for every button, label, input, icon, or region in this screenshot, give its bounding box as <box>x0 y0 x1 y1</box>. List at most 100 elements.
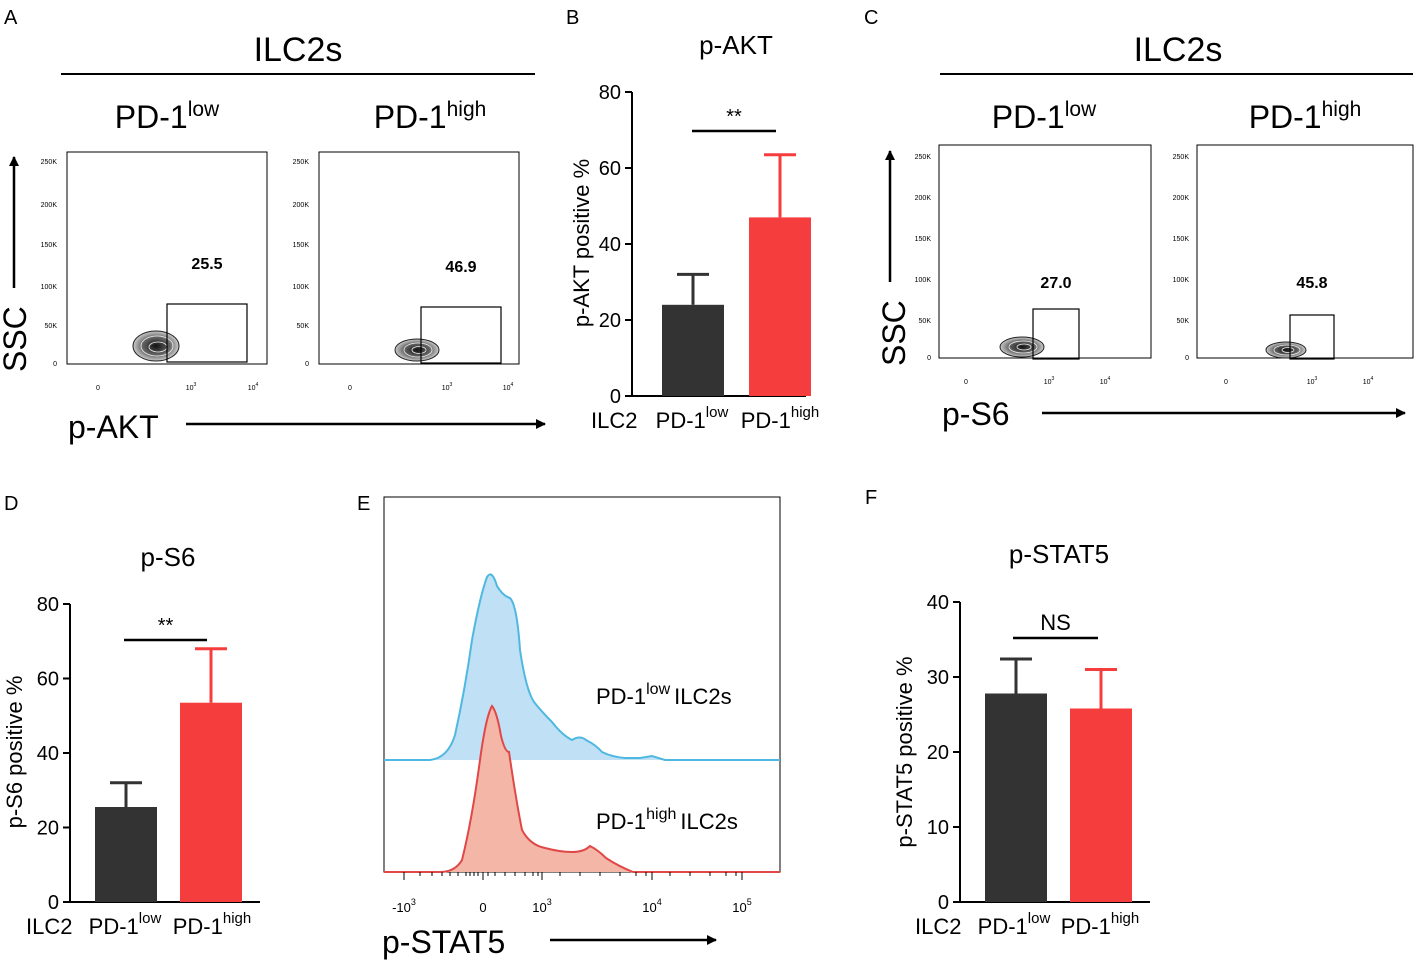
y-tick-label: 40 <box>37 743 59 765</box>
ytick: 50K <box>919 318 932 325</box>
ytick: 100K <box>293 284 310 291</box>
ytick: 150K <box>1173 236 1190 243</box>
y-tick-label: 40 <box>599 234 621 256</box>
significance-label: ** <box>726 106 742 128</box>
panel-letter-b: B <box>566 7 579 29</box>
ytick: 100K <box>41 284 58 291</box>
xtick: 0 <box>479 900 486 915</box>
ytick: 100K <box>915 277 932 284</box>
ytick: 100K <box>1173 277 1190 284</box>
bar <box>180 702 242 902</box>
y-tick-label: 0 <box>48 892 59 914</box>
ytick: 200K <box>293 202 310 209</box>
panel-c-group-title: ILC2s <box>1134 31 1223 69</box>
panel-a-yaxis-label: SSC <box>0 306 33 372</box>
panel-a-plot-low-contour <box>132 330 180 362</box>
ytick: 0 <box>53 361 57 368</box>
panel-c-plot-low-gate-value: 27.0 <box>1040 275 1071 292</box>
panel-a-plot-high-frame <box>318 151 520 365</box>
panel-d-category-high: PD-1high <box>173 910 251 939</box>
panel-f-group-label: ILC2 <box>915 914 961 939</box>
ytick: 250K <box>41 159 58 166</box>
panel-e-xticks: -103 0 103 104 105 <box>392 897 752 915</box>
panel-c-label-high: PD-1high <box>1249 98 1362 135</box>
ytick: 250K <box>1173 154 1190 161</box>
panel-a-xaxis-label: p-AKT <box>68 409 159 445</box>
panel-f-ylabel: p-STAT5 positive % <box>892 656 917 847</box>
panel-f-category-low: PD-1low <box>978 910 1051 939</box>
panel-a-plot-low-xticks: 0 103 104 <box>96 382 258 392</box>
panel-c-plot-low-yticks: 250K 200K 150K 100K 50K 0 <box>915 154 932 362</box>
panel-d-category-low: PD-1low <box>89 910 162 939</box>
ytick: 200K <box>1173 195 1190 202</box>
ytick: 50K <box>1177 318 1190 325</box>
ytick: 0 <box>927 355 931 362</box>
panel-d-bars: 0 20 40 60 80 ** <box>37 594 260 914</box>
panel-e: E PD-1low ILC2s PD-1high ILC2s -103 0 103 … <box>357 493 781 960</box>
panel-f-category-high: PD-1high <box>1061 910 1139 939</box>
panel-a: A ILC2s PD-1low PD-1high 250K 200K 150K … <box>0 7 546 445</box>
panel-letter-f: F <box>865 487 877 509</box>
y-tick-label: 80 <box>37 594 59 616</box>
panel-d-title: p-S6 <box>141 542 196 572</box>
bar <box>95 807 157 902</box>
panel-a-plot-high-gate <box>420 306 502 364</box>
panel-a-label-high: PD-1high <box>374 98 487 135</box>
bar <box>1070 708 1132 902</box>
panel-b-bars: 0 20 40 60 80 ** <box>599 82 811 408</box>
panel-c-xaxis-label: p-S6 <box>942 396 1010 432</box>
xtick: 104 <box>642 897 661 915</box>
panel-a-plot-low-frame <box>66 151 268 365</box>
y-tick-label: 20 <box>37 818 59 840</box>
panel-b: B p-AKT p-AKT positive % 0 20 40 60 80 ** ILC… <box>566 7 819 433</box>
panel-a-plot-high-gate-value: 46.9 <box>445 259 476 276</box>
panel-c-plot-high-gate <box>1289 314 1335 360</box>
xtick: 0 <box>348 385 352 392</box>
bar <box>985 693 1047 902</box>
ytick: 200K <box>915 195 932 202</box>
panel-letter-e: E <box>357 493 370 515</box>
panel-b-group-label: ILC2 <box>591 408 637 433</box>
panel-b-category-low: PD-1low <box>656 404 729 433</box>
panel-a-plot-low-yticks: 250K 200K 150K 100K 50K 0 <box>41 159 58 368</box>
ytick: 150K <box>915 236 932 243</box>
panel-f: F p-STAT5 p-STAT5 positive % 0 10 20 30 40 NS… <box>865 487 1150 939</box>
bar <box>662 304 724 396</box>
xtick: 103 <box>186 382 197 392</box>
xtick: 104 <box>1100 376 1111 386</box>
y-tick-label: 0 <box>610 386 621 408</box>
xtick: 104 <box>248 382 259 392</box>
panel-a-plot-high-xticks: 0 103 104 <box>348 382 513 392</box>
panel-e-xaxis-label: p-STAT5 <box>382 924 505 960</box>
panel-b-title: p-AKT <box>699 30 773 60</box>
panel-f-title: p-STAT5 <box>1009 539 1109 569</box>
significance-label: NS <box>1040 610 1071 635</box>
y-tick-label: 40 <box>927 592 949 614</box>
pd1-high-histogram <box>384 704 780 873</box>
ytick: 50K <box>297 323 310 330</box>
panel-c-plot-high-yticks: 250K 200K 150K 100K 50K 0 <box>1173 154 1190 362</box>
y-tick-label: 10 <box>927 817 949 839</box>
y-tick-label: 20 <box>599 310 621 332</box>
y-tick-label: 0 <box>938 892 949 914</box>
xtick: -103 <box>392 897 416 915</box>
panel-b-category-high: PD-1high <box>741 404 819 433</box>
ytick: 50K <box>45 323 58 330</box>
xtick: 0 <box>964 379 968 386</box>
ytick: 0 <box>305 361 309 368</box>
panel-letter-a: A <box>4 7 18 29</box>
ytick: 150K <box>293 242 310 249</box>
panel-c-plot-high-gate-value: 45.8 <box>1296 275 1327 292</box>
panel-e-xaxis-ticks <box>403 872 743 880</box>
panel-letter-c: C <box>864 7 878 29</box>
xtick: 103 <box>532 897 551 915</box>
xtick: 104 <box>1363 376 1374 386</box>
panel-c-yaxis-label: SSC <box>876 300 912 366</box>
panel-letter-d: D <box>4 493 18 515</box>
panel-d-ylabel: p-S6 positive % <box>2 676 27 829</box>
panel-b-ylabel: p-AKT positive % <box>569 159 594 327</box>
panel-e-legend-low: PD-1low ILC2s <box>596 681 732 709</box>
panel-a-label-low: PD-1low <box>115 98 220 135</box>
xtick: 104 <box>503 382 514 392</box>
